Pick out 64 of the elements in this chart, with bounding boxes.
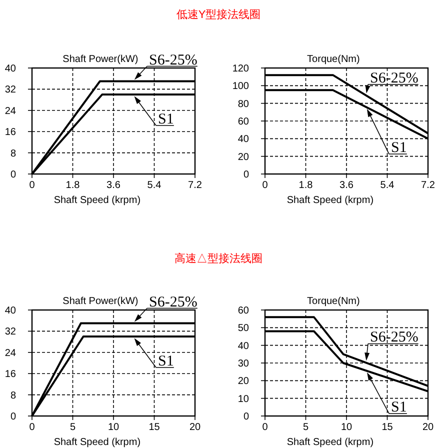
- y-tick-label: 30: [238, 358, 250, 370]
- y-tick-label: 60: [238, 306, 250, 316]
- y-tick-label: 0: [10, 170, 16, 180]
- text: 高速△型接法线圈: [174, 252, 262, 265]
- x-tick-label: 20: [422, 422, 434, 433]
- series-label: S6-25%: [370, 330, 418, 346]
- y-tick-label: 16: [4, 127, 16, 138]
- y-tick-label: 120: [232, 64, 250, 74]
- x-tick-label: 10: [108, 422, 120, 433]
- y-tick-label: 0: [243, 412, 250, 422]
- x-axis-title: Shaft Speed (krpm): [286, 195, 374, 206]
- x-tick-label: 7.2: [421, 180, 436, 191]
- y-tick-label: 8: [10, 390, 16, 402]
- y-tick-label: 100: [232, 81, 250, 92]
- y-tick-label: 50: [238, 323, 250, 334]
- series-label: S1: [391, 400, 407, 416]
- y-tick-label: 20: [238, 152, 250, 163]
- series-label: S6-25%: [149, 294, 198, 310]
- y-tick-label: 24: [4, 106, 16, 117]
- x-tick-label: 3.6: [106, 180, 121, 191]
- chart-title: Torque(Nm): [307, 54, 360, 65]
- y-tick-label: 60: [238, 116, 250, 128]
- x-tick-label: 10: [340, 422, 352, 433]
- legend-label: S6-25%: [370, 70, 418, 86]
- x-tick-label: 1.8: [66, 180, 80, 191]
- x-tick-label: 7.2: [188, 180, 202, 191]
- x-tick-label: 5: [302, 422, 309, 433]
- y-tick-label: 40: [238, 340, 250, 352]
- x-tick-label: 1.8: [298, 180, 314, 191]
- x-tick-label: 3.6: [340, 180, 354, 191]
- x-tick-label: 15: [148, 422, 160, 433]
- legend-label: S1: [158, 112, 174, 128]
- y-tick-label: 8: [10, 148, 16, 160]
- chart-title: Torque(Nm): [307, 296, 360, 307]
- y-tick-label: 20: [238, 376, 250, 388]
- x-tick-label: 0: [262, 422, 268, 433]
- x-axis-title: Shaft Speed (krpm): [286, 437, 374, 448]
- y-tick-label: 32: [4, 326, 16, 338]
- x-tick-label: 5.4: [147, 180, 162, 191]
- y-tick-label: 80: [238, 98, 250, 110]
- y-tick-label: 16: [4, 369, 16, 380]
- y-tick-label: 40: [238, 134, 250, 146]
- x-tick-label: 0: [262, 180, 268, 191]
- x-tick-label: 0: [29, 422, 36, 433]
- x-tick-label: 0: [29, 180, 36, 191]
- text: 低速Y型接法线圈: [176, 8, 261, 21]
- y-tick-label: 0: [10, 412, 16, 422]
- y-tick-label: 40: [4, 306, 16, 316]
- x-tick-label: 15: [382, 422, 394, 433]
- y-tick-label: 40: [4, 64, 16, 74]
- chart-title: Shaft Power(kW): [62, 296, 138, 307]
- legend-label: S1: [158, 354, 174, 370]
- series-label: S6-25%: [149, 52, 198, 68]
- y-tick-label: 32: [4, 84, 16, 96]
- x-axis-title: Shaft Speed (krpm): [54, 437, 141, 448]
- x-tick-label: 5.4: [380, 180, 395, 191]
- y-tick-label: 24: [4, 348, 16, 359]
- x-tick-label: 20: [189, 422, 201, 433]
- y-tick-label: 10: [238, 394, 250, 405]
- chart-title: Shaft Power(kW): [62, 54, 138, 65]
- y-tick-label: 0: [243, 170, 250, 180]
- x-axis-title: Shaft Speed (krpm): [54, 195, 141, 206]
- x-tick-label: 5: [70, 422, 76, 433]
- series-label: S1: [391, 140, 407, 156]
